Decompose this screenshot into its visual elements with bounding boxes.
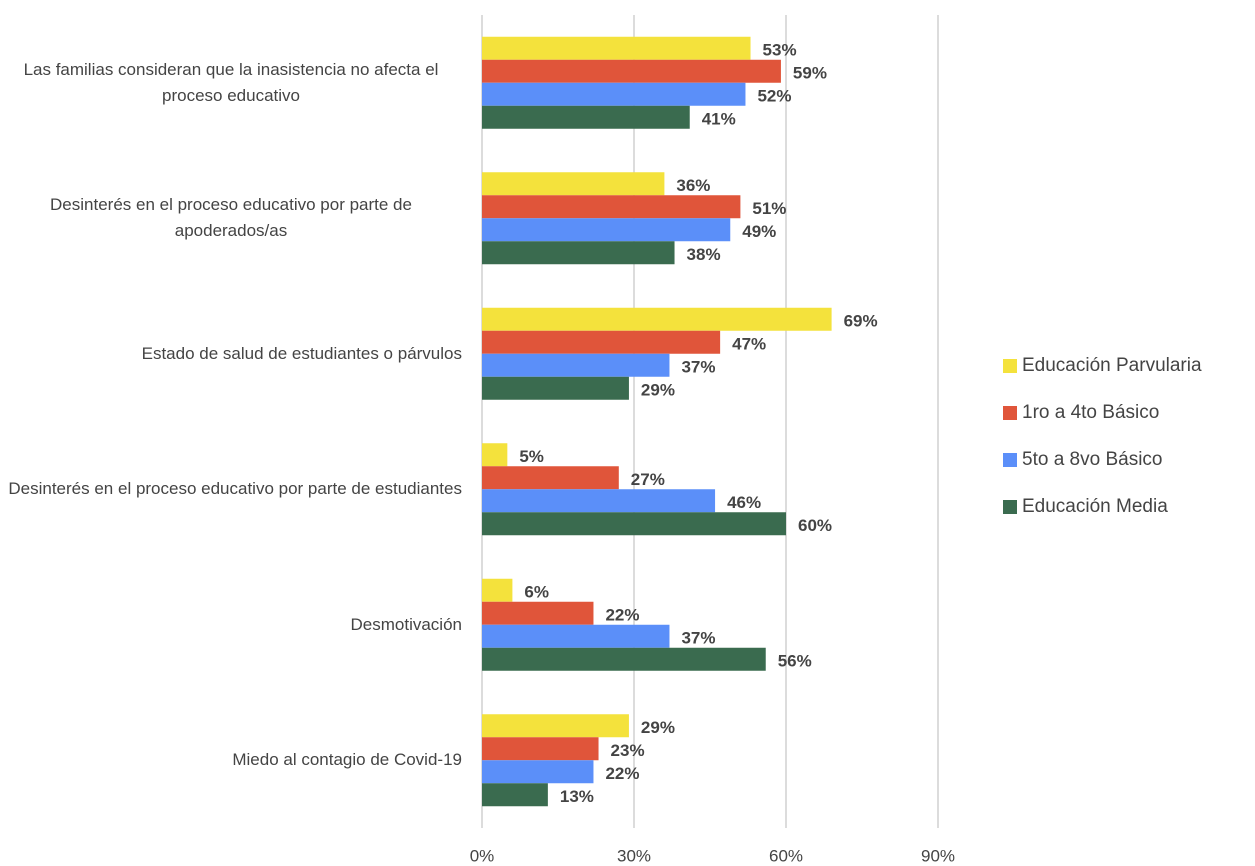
category-text: Las familias consideran que la inasisten… (23, 59, 439, 105)
category-label: Miedo al contagio de Covid-19 (0, 747, 462, 773)
bar (482, 578, 513, 602)
legend-label: Educación Media (1022, 496, 1168, 517)
data-label: 37% (681, 629, 715, 648)
data-label: 27% (631, 470, 665, 489)
data-label: 52% (757, 87, 791, 106)
category-text: Desmotivación (350, 614, 463, 634)
bar (482, 512, 786, 536)
legend-label: 5to a 8vo Básico (1022, 449, 1162, 470)
data-label: 69% (844, 312, 878, 331)
category-label: Desinterés en el proceso educativo por p… (0, 476, 462, 502)
data-label: 56% (778, 652, 812, 671)
bar (482, 353, 670, 377)
data-label: 29% (641, 381, 675, 400)
bar (482, 443, 508, 467)
category-label: Desmotivación (0, 612, 463, 638)
data-label: 36% (676, 176, 710, 195)
category-label: Estado de salud de estudiantes o párvulo… (0, 341, 462, 367)
bar (482, 330, 721, 354)
bar (482, 218, 731, 242)
data-label: 6% (524, 583, 549, 602)
bar (482, 172, 665, 196)
data-label: 46% (727, 493, 761, 512)
bar (482, 624, 670, 648)
data-label: 51% (752, 199, 786, 218)
category-text: Miedo al contagio de Covid-19 (232, 750, 462, 770)
data-label: 23% (611, 741, 645, 760)
data-label: 49% (742, 222, 776, 241)
category-label: Desinterés en el proceso educativo por p… (0, 192, 462, 244)
data-label: 29% (641, 718, 675, 737)
bar (482, 466, 619, 490)
category-text: Desinterés en el proceso educativo por p… (50, 195, 412, 241)
x-tick-label: 60% (769, 846, 803, 865)
x-tick-label: 0% (470, 846, 495, 865)
data-label: 5% (519, 447, 544, 466)
bar (482, 195, 741, 219)
data-label: 59% (793, 64, 827, 83)
data-label: 41% (702, 110, 736, 129)
bar (482, 376, 629, 400)
category-text: Desinterés en el proceso educativo por p… (8, 479, 462, 499)
data-label: 53% (763, 41, 797, 60)
data-label: 38% (687, 245, 721, 264)
bar (482, 489, 716, 513)
data-label: 13% (560, 787, 594, 806)
bar (482, 36, 751, 60)
x-tick-label: 30% (617, 846, 651, 865)
legend-swatch (1003, 359, 1017, 373)
bar (482, 783, 548, 807)
legend-label: Educación Parvularia (1022, 355, 1202, 376)
data-label: 60% (798, 516, 832, 535)
legend-swatch (1003, 406, 1017, 420)
legend-swatch (1003, 500, 1017, 514)
bar (482, 241, 675, 265)
bar (482, 601, 594, 625)
bar (482, 737, 599, 761)
bar (482, 307, 832, 331)
category-label: Las familias consideran que la inasisten… (0, 57, 462, 109)
data-label: 22% (605, 606, 639, 625)
bar (482, 760, 594, 784)
data-label: 22% (605, 764, 639, 783)
data-label: 37% (681, 358, 715, 377)
bar (482, 105, 690, 129)
bar (482, 647, 766, 671)
bar (482, 82, 746, 106)
bar (482, 59, 781, 83)
x-tick-label: 90% (921, 846, 955, 865)
legend-label: 1ro a 4to Básico (1022, 402, 1159, 423)
bar (482, 714, 629, 738)
legend-swatch (1003, 453, 1017, 467)
data-label: 47% (732, 335, 766, 354)
category-text: Estado de salud de estudiantes o párvulo… (141, 343, 462, 363)
